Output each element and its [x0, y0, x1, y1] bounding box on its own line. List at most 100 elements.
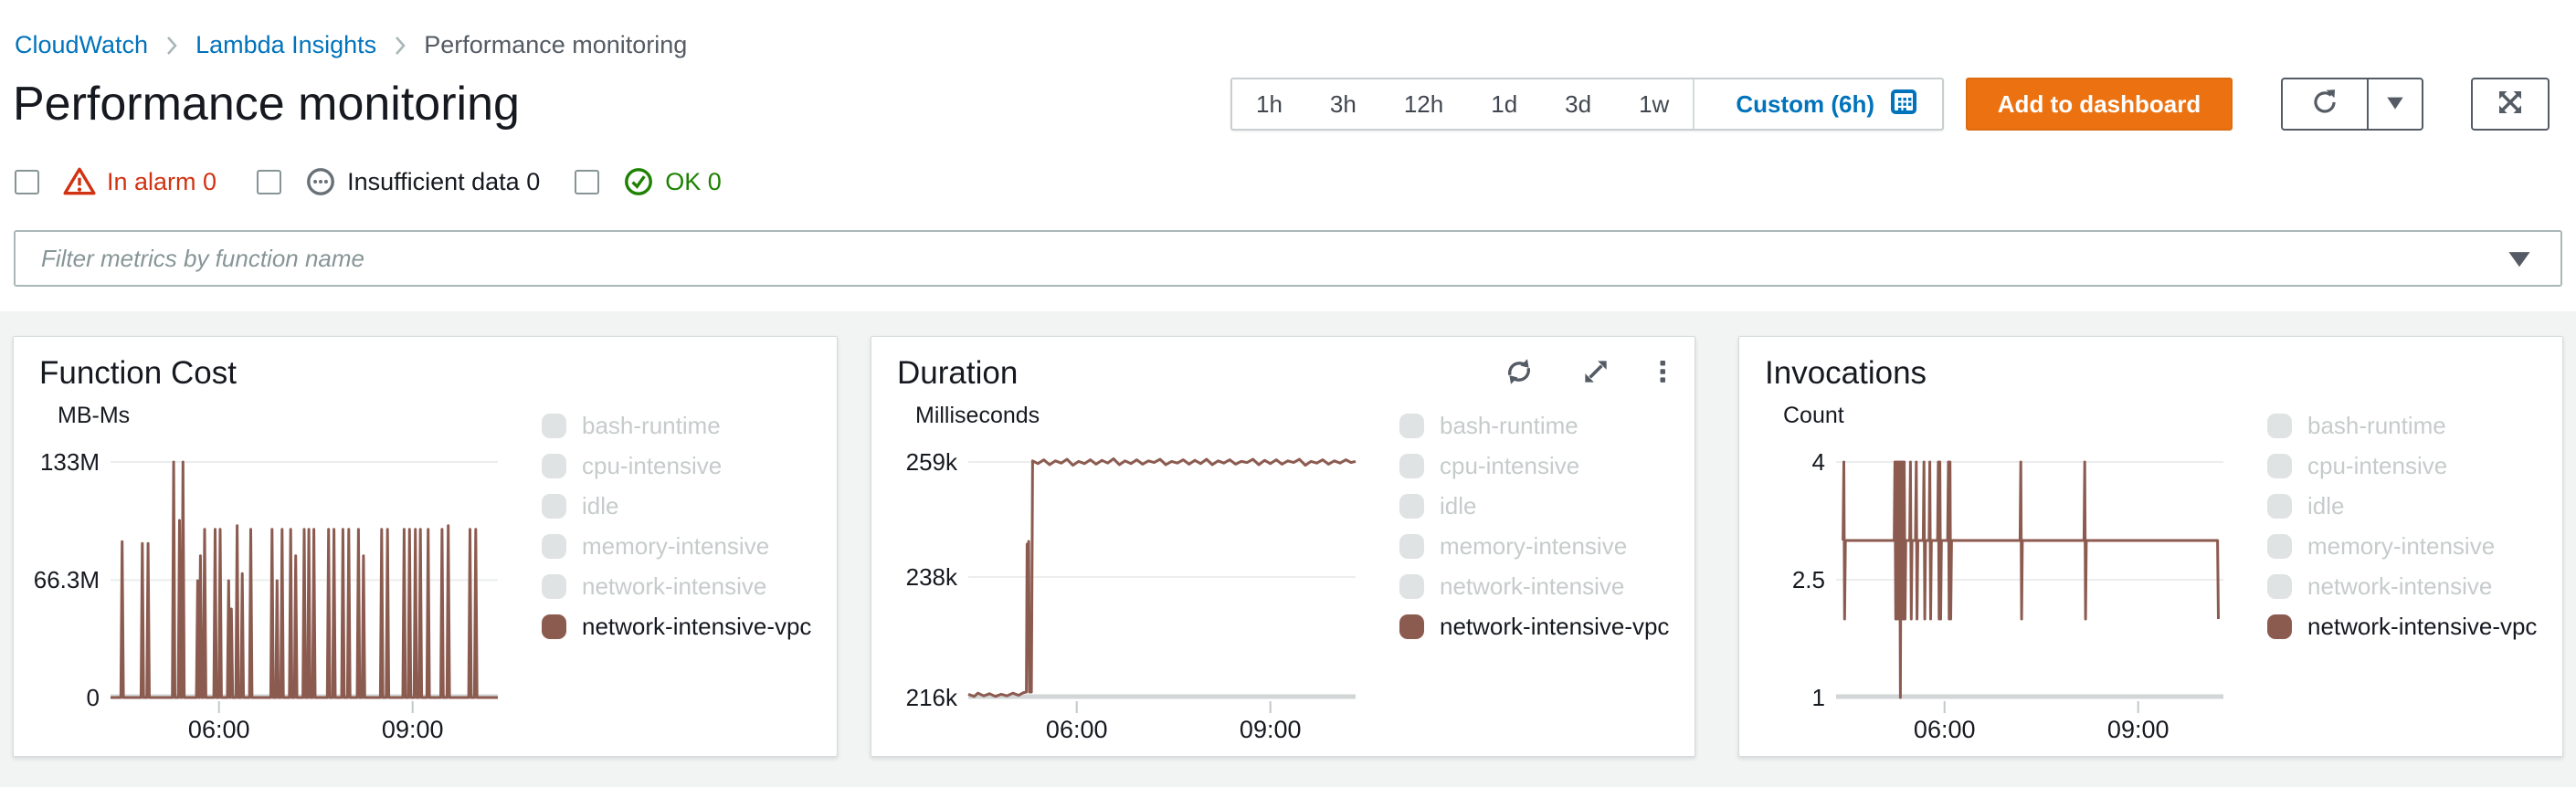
legend-item-network-intensive-vpc[interactable]: network-intensive-vpc — [542, 613, 812, 640]
legend-marker — [542, 534, 566, 559]
insufficient-data-checkbox[interactable] — [257, 169, 282, 194]
x-tick-label: 09:00 — [2106, 716, 2170, 743]
fullscreen-icon — [2495, 87, 2526, 122]
x-tick-label: 06:00 — [1045, 716, 1108, 743]
legend-marker — [2267, 534, 2292, 559]
chart-expand-button[interactable] — [1579, 355, 1612, 388]
legend-marker — [2267, 614, 2292, 639]
legend-marker — [1399, 414, 1424, 438]
chart-title: Function Cost — [39, 355, 237, 391]
y-axis-unit-label: Milliseconds — [915, 403, 1040, 428]
time-range-12h-button[interactable]: 12h — [1403, 89, 1444, 118]
time-range-1w-button[interactable]: 1w — [1639, 89, 1670, 118]
legend-item-bash-runtime[interactable]: bash-runtime — [2267, 412, 2537, 439]
refresh-icon — [2308, 86, 2341, 123]
insufficient-data-ellipsis-icon — [304, 165, 337, 198]
time-range-3d-button[interactable]: 3d — [1565, 89, 1592, 118]
legend-marker — [1399, 494, 1424, 519]
legend-marker — [1399, 454, 1424, 478]
insufficient-data-label: Insufficient data 0 — [347, 167, 541, 195]
in-alarm-filter-group: In alarm 0 — [15, 165, 216, 198]
breadcrumb-cloudwatch-link[interactable]: CloudWatch — [15, 31, 149, 58]
legend-item-memory-intensive[interactable]: memory-intensive — [2267, 532, 2537, 560]
calendar-icon — [1889, 87, 1918, 122]
y-tick-label: 2.5 — [1791, 566, 1825, 593]
alarm-state-filters: In alarm 0 Insufficient data 0 OK 0 — [15, 165, 722, 198]
legend-item-cpu-intensive[interactable]: cpu-intensive — [2267, 452, 2537, 479]
legend-item-network-intensive[interactable]: network-intensive — [542, 572, 811, 600]
legend-marker — [542, 494, 566, 519]
legend-item-cpu-intensive[interactable]: cpu-intensive — [1399, 452, 1669, 479]
filter-dropdown-caret-icon[interactable] — [2506, 245, 2533, 272]
legend-item-bash-runtime[interactable]: bash-runtime — [1399, 412, 1669, 439]
chevron-right-icon — [393, 34, 407, 58]
legend-item-idle[interactable]: idle — [2267, 492, 2537, 519]
time-range-buttons: 1h 3h 12h 1d 3d 1w — [1232, 79, 1695, 129]
fullscreen-button[interactable] — [2471, 78, 2550, 131]
refresh-button-group — [2281, 78, 2423, 131]
y-tick-label: 259k — [905, 448, 957, 476]
insufficient-data-filter-group: Insufficient data 0 — [257, 165, 540, 198]
legend-label: network-intensive-vpc — [582, 613, 812, 640]
add-to-dashboard-button[interactable]: Add to dashboard — [1966, 78, 2233, 131]
y-tick-label: 238k — [905, 563, 957, 591]
legend-item-idle[interactable]: idle — [1399, 492, 1669, 519]
y-tick-label: 66.3M — [33, 566, 100, 594]
kebab-menu-icon[interactable] — [1656, 355, 1669, 388]
x-tick-label: 09:00 — [1239, 716, 1302, 743]
legend-label: network-intensive-vpc — [2307, 613, 2538, 640]
filter-metrics-container — [14, 230, 2562, 287]
legend-marker — [542, 454, 566, 478]
ok-checkbox[interactable] — [575, 169, 600, 194]
refresh-button[interactable] — [2281, 78, 2369, 131]
breadcrumb-lambda-insights-link[interactable]: Lambda Insights — [195, 31, 377, 58]
alarm-warning-triangle-icon — [62, 165, 97, 198]
legend-item-idle[interactable]: idle — [542, 492, 811, 519]
time-range-1d-button[interactable]: 1d — [1491, 89, 1518, 118]
legend-label: memory-intensive — [2307, 532, 2496, 560]
in-alarm-checkbox[interactable] — [15, 169, 39, 194]
chart-title: Duration — [897, 355, 1019, 391]
legend-label: cpu-intensive — [582, 452, 723, 479]
legend-item-memory-intensive[interactable]: memory-intensive — [542, 532, 811, 560]
custom-time-range-button[interactable]: Custom (6h) — [1712, 79, 1942, 129]
x-tick-label: 06:00 — [187, 716, 250, 743]
legend-label: network-intensive — [2307, 572, 2493, 600]
legend-item-network-intensive-vpc[interactable]: network-intensive-vpc — [1399, 613, 1670, 640]
legend-label: idle — [2307, 492, 2345, 519]
legend-item-network-intensive[interactable]: network-intensive — [2267, 572, 2537, 600]
invocations-plot: 4 2.5 1 06:00 09:00 — [1792, 448, 2223, 743]
y-axis-unit-label: MB-Ms — [58, 403, 131, 428]
refresh-options-button[interactable] — [2367, 78, 2423, 131]
legend-label: idle — [1440, 492, 1477, 519]
time-range-3h-button[interactable]: 3h — [1329, 89, 1357, 118]
y-tick-label: 4 — [1811, 448, 1825, 476]
time-range-1h-button[interactable]: 1h — [1256, 89, 1283, 118]
y-tick-label: 133M — [39, 448, 100, 476]
legend-item-bash-runtime[interactable]: bash-runtime — [542, 412, 811, 439]
legend-marker — [2267, 454, 2292, 478]
legend-label: memory-intensive — [1440, 532, 1628, 560]
function-cost-card: Function Cost MB-Ms 133M 66.3M 0 06:00 09:00… — [13, 336, 838, 757]
legend-item-network-intensive-vpc[interactable]: network-intensive-vpc — [2267, 613, 2538, 640]
breadcrumb: CloudWatch Lambda Insights Performance m… — [15, 31, 687, 59]
x-tick-label: 09:00 — [381, 716, 444, 743]
caret-down-icon — [2383, 90, 2407, 119]
legend-marker — [542, 614, 566, 639]
y-tick-label: 216k — [905, 684, 957, 711]
legend-item-cpu-intensive[interactable]: cpu-intensive — [542, 452, 811, 479]
legend-label: network-intensive — [582, 572, 767, 600]
legend-label: memory-intensive — [582, 532, 770, 560]
legend-item-network-intensive[interactable]: network-intensive — [1399, 572, 1669, 600]
legend-label: bash-runtime — [582, 412, 721, 439]
chart-refresh-button[interactable] — [1503, 355, 1536, 388]
legend-marker — [1399, 574, 1424, 599]
chart-title: Invocations — [1765, 355, 1927, 391]
time-range-segmented-control: 1h 3h 12h 1d 3d 1w Custom (6h) — [1230, 78, 1944, 131]
chart-actions — [1503, 350, 1669, 394]
custom-time-range-label: Custom (6h) — [1736, 89, 1874, 118]
legend-item-memory-intensive[interactable]: memory-intensive — [1399, 532, 1669, 560]
ok-check-circle-icon — [622, 165, 655, 198]
filter-metrics-input[interactable] — [16, 232, 2506, 285]
legend-label: network-intensive-vpc — [1440, 613, 1670, 640]
